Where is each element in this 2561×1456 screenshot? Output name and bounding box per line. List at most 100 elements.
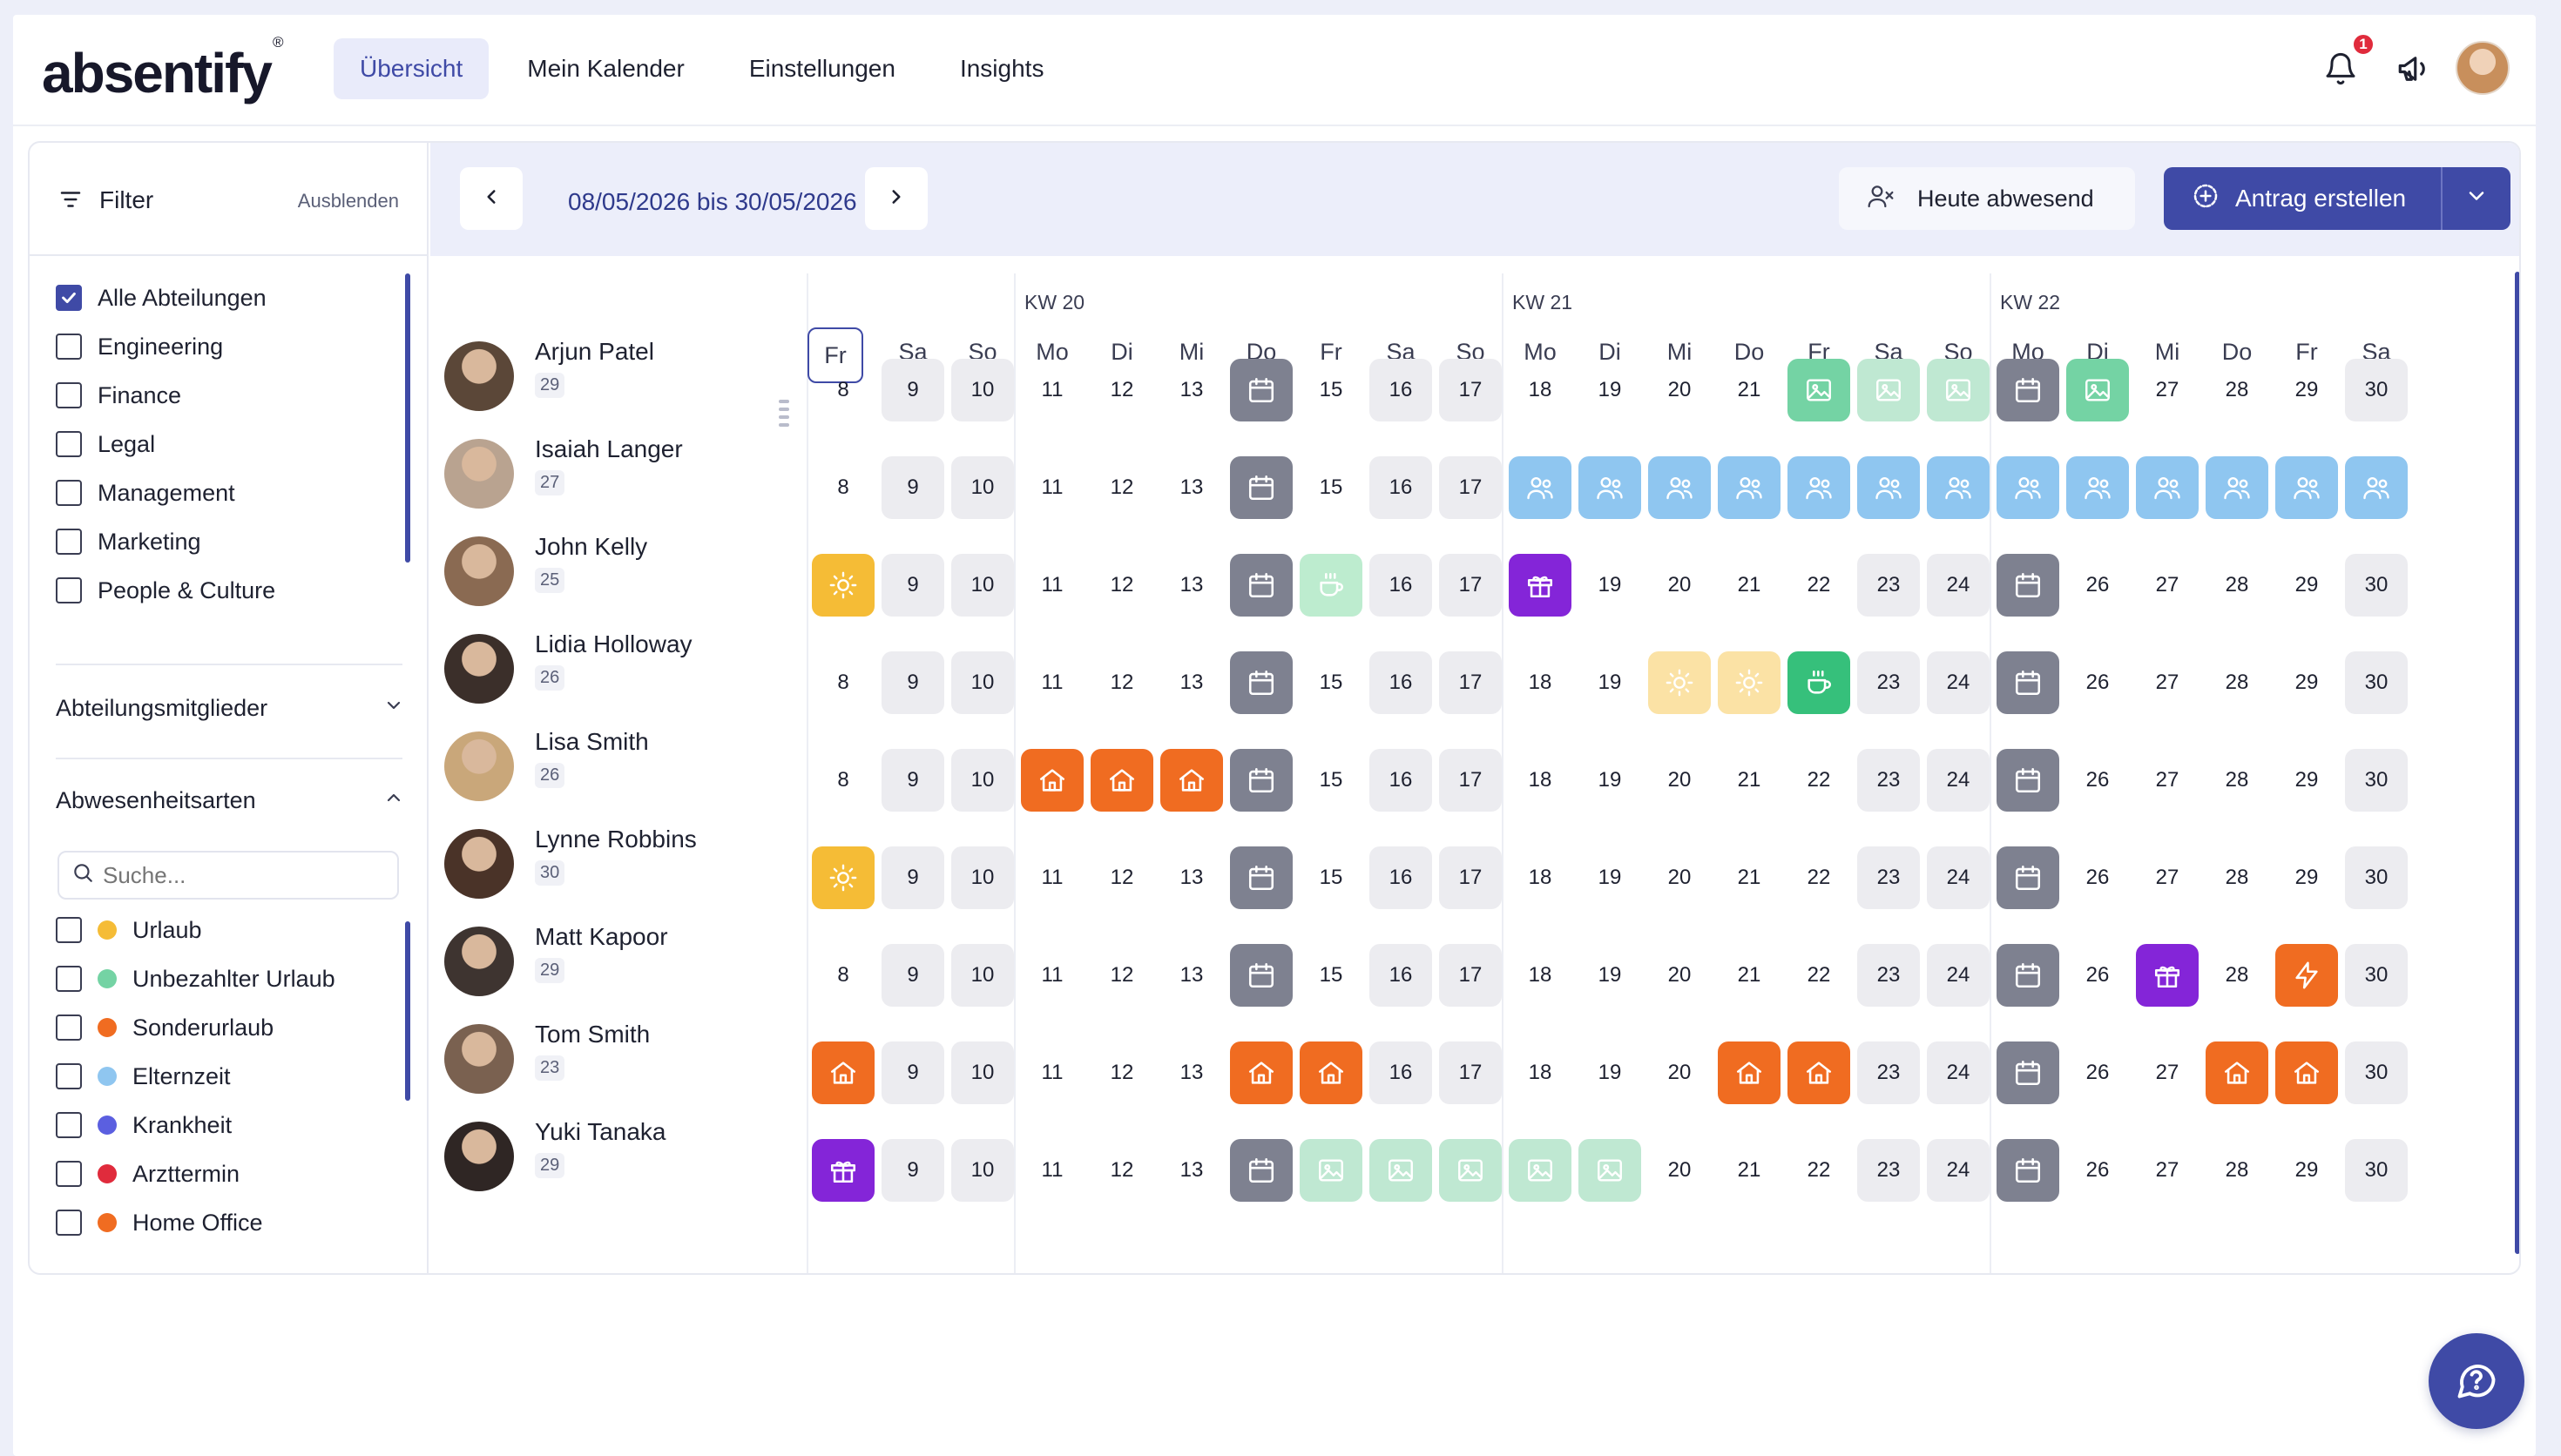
day-cell[interactable]: 22 — [1807, 866, 1831, 889]
employee-row[interactable]: Lynne Robbins 30 — [430, 826, 779, 916]
day-cell[interactable]: 28 — [2225, 671, 2249, 694]
day-cell[interactable]: 21 — [1737, 378, 1761, 401]
employee-avatar[interactable] — [444, 829, 514, 899]
day-cell[interactable]: 23 — [1857, 1041, 1920, 1104]
absence-day-cell[interactable] — [2066, 456, 2129, 519]
public-holiday-cell[interactable] — [1997, 944, 2059, 1007]
day-cell[interactable]: 29 — [2294, 378, 2319, 401]
absence-day-cell[interactable] — [2066, 359, 2129, 421]
day-cell[interactable]: 8 — [837, 768, 849, 792]
absence-type-scrollbar[interactable] — [405, 921, 410, 1101]
calendar-scrollbar[interactable] — [2515, 272, 2519, 1254]
checkbox[interactable] — [56, 917, 82, 943]
absence-day-cell[interactable] — [1648, 651, 1711, 714]
day-cell[interactable]: 11 — [1041, 1158, 1064, 1182]
checkbox[interactable] — [56, 480, 82, 506]
day-cell[interactable]: 15 — [1319, 768, 1343, 792]
day-cell[interactable]: 23 — [1857, 651, 1920, 714]
day-cell[interactable]: 12 — [1110, 671, 1134, 694]
day-cell[interactable]: 30 — [2345, 554, 2408, 617]
day-cell[interactable]: 9 — [882, 749, 944, 812]
day-cell[interactable]: 19 — [1598, 1061, 1622, 1084]
day-cell[interactable]: 17 — [1439, 749, 1502, 812]
day-cell[interactable]: 13 — [1179, 1061, 1204, 1084]
checkbox[interactable] — [56, 431, 82, 457]
hide-filter-link[interactable]: Ausblenden — [297, 190, 399, 212]
absence-day-cell[interactable] — [1787, 651, 1850, 714]
absence-day-cell[interactable] — [1509, 554, 1571, 617]
day-cell[interactable]: 8 — [837, 475, 849, 499]
day-cell[interactable]: 27 — [2155, 573, 2179, 597]
checkbox[interactable] — [56, 1161, 82, 1187]
public-holiday-cell[interactable] — [1230, 1139, 1293, 1202]
absence-day-cell[interactable] — [1509, 456, 1571, 519]
day-cell[interactable]: 18 — [1528, 768, 1552, 792]
day-cell[interactable]: 23 — [1857, 749, 1920, 812]
department-item[interactable]: People & Culture — [56, 566, 404, 615]
absence-type-item[interactable]: Arzttermin — [56, 1149, 404, 1198]
day-cell[interactable]: 8 — [837, 378, 849, 401]
absence-day-cell[interactable] — [2206, 1041, 2268, 1104]
day-cell[interactable]: 30 — [2345, 1139, 2408, 1202]
day-cell[interactable]: 12 — [1110, 1061, 1134, 1084]
day-cell[interactable]: 26 — [2085, 768, 2110, 792]
checkbox[interactable] — [56, 577, 82, 603]
day-cell[interactable]: 30 — [2345, 359, 2408, 421]
department-item[interactable]: Management — [56, 468, 404, 517]
day-cell[interactable]: 29 — [2294, 866, 2319, 889]
absence-day-cell[interactable] — [1997, 456, 2059, 519]
day-cell[interactable]: 29 — [2294, 1158, 2319, 1182]
day-cell[interactable]: 28 — [2225, 866, 2249, 889]
day-cell[interactable]: 23 — [1857, 1139, 1920, 1202]
absence-day-cell[interactable] — [1578, 1139, 1641, 1202]
day-cell[interactable]: 13 — [1179, 378, 1204, 401]
day-cell[interactable]: 8 — [837, 963, 849, 987]
day-cell[interactable]: 30 — [2345, 944, 2408, 1007]
day-cell[interactable]: 18 — [1528, 866, 1552, 889]
absence-day-cell[interactable] — [1021, 749, 1084, 812]
day-cell[interactable]: 28 — [2225, 573, 2249, 597]
day-cell[interactable]: 11 — [1041, 475, 1064, 499]
day-cell[interactable]: 22 — [1807, 573, 1831, 597]
day-cell[interactable]: 23 — [1857, 944, 1920, 1007]
day-cell[interactable]: 28 — [2225, 963, 2249, 987]
employee-avatar[interactable] — [444, 1024, 514, 1094]
day-cell[interactable]: 15 — [1319, 475, 1343, 499]
absentify-logo[interactable]: absentify ® — [42, 33, 283, 104]
department-scrollbar[interactable] — [405, 273, 410, 563]
day-cell[interactable]: 9 — [882, 554, 944, 617]
checkbox[interactable] — [56, 382, 82, 408]
absence-type-search[interactable] — [57, 851, 399, 900]
employee-name[interactable]: Isaiah Langer — [535, 435, 683, 462]
day-cell[interactable]: 10 — [951, 944, 1014, 1007]
public-holiday-cell[interactable] — [1997, 749, 2059, 812]
day-cell[interactable]: 17 — [1439, 846, 1502, 909]
public-holiday-cell[interactable] — [1997, 1041, 2059, 1104]
day-cell[interactable]: 18 — [1528, 378, 1552, 401]
employee-avatar[interactable] — [444, 439, 514, 509]
public-holiday-cell[interactable] — [1997, 651, 2059, 714]
day-cell[interactable]: 27 — [2155, 378, 2179, 401]
day-cell[interactable]: 12 — [1110, 963, 1134, 987]
day-cell[interactable]: 29 — [2294, 573, 2319, 597]
day-cell[interactable]: 24 — [1927, 846, 1990, 909]
day-cell[interactable]: 20 — [1667, 1158, 1692, 1182]
day-cell[interactable]: 27 — [2155, 866, 2179, 889]
day-cell[interactable]: 24 — [1927, 1041, 1990, 1104]
absence-day-cell[interactable] — [1578, 456, 1641, 519]
day-cell[interactable]: 27 — [2155, 671, 2179, 694]
bell-icon[interactable] — [2319, 47, 2362, 91]
public-holiday-cell[interactable] — [1997, 359, 2059, 421]
absence-type-item[interactable]: Krankheit — [56, 1101, 404, 1149]
public-holiday-cell[interactable] — [1230, 456, 1293, 519]
nav-tab-settings[interactable]: Einstellungen — [748, 55, 895, 82]
day-cell[interactable]: 9 — [882, 1041, 944, 1104]
day-cell[interactable]: 11 — [1041, 866, 1064, 889]
day-cell[interactable]: 20 — [1667, 1061, 1692, 1084]
day-cell[interactable]: 24 — [1927, 1139, 1990, 1202]
absence-day-cell[interactable] — [1648, 456, 1711, 519]
department-item[interactable]: Marketing — [56, 517, 404, 566]
absence-day-cell[interactable] — [1787, 456, 1850, 519]
absence-day-cell[interactable] — [1857, 359, 1920, 421]
day-cell[interactable]: 13 — [1179, 475, 1204, 499]
